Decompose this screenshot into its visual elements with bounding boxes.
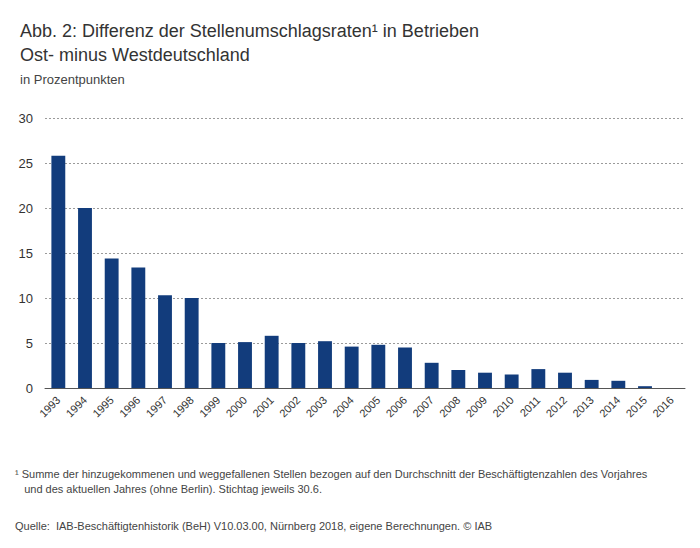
svg-text:2000: 2000 (223, 394, 249, 420)
svg-text:15: 15 (19, 246, 33, 261)
svg-text:2005: 2005 (357, 394, 383, 420)
svg-text:1996: 1996 (117, 394, 143, 420)
svg-text:1994: 1994 (63, 394, 89, 420)
svg-text:2013: 2013 (570, 394, 596, 420)
svg-text:20: 20 (19, 201, 33, 216)
svg-text:10: 10 (19, 291, 33, 306)
svg-text:2007: 2007 (410, 394, 436, 420)
svg-text:5: 5 (26, 336, 33, 351)
svg-text:2002: 2002 (277, 394, 303, 420)
svg-text:1997: 1997 (143, 394, 169, 420)
svg-text:2012: 2012 (543, 394, 569, 420)
svg-text:0: 0 (26, 381, 33, 396)
svg-text:1998: 1998 (170, 394, 196, 420)
svg-text:1995: 1995 (90, 394, 116, 420)
svg-text:2004: 2004 (330, 394, 356, 420)
svg-text:2011: 2011 (517, 394, 542, 419)
svg-text:2015: 2015 (623, 394, 649, 420)
svg-text:1993: 1993 (37, 394, 63, 420)
svg-text:und des aktuellen Jahres (ohne: und des aktuellen Jahres (ohne Berlin). … (15, 483, 322, 495)
svg-text:2003: 2003 (303, 394, 329, 420)
svg-text:1999: 1999 (197, 394, 223, 420)
svg-text:2016: 2016 (650, 394, 676, 420)
svg-text:2010: 2010 (490, 394, 516, 420)
svg-text:2001: 2001 (250, 394, 276, 420)
svg-text:Quelle: IAB-Beschäftigtenhist: Quelle: IAB-Beschäftigtenhistorik (BeH) … (15, 520, 492, 532)
svg-text:in Prozentpunkten: in Prozentpunkten (20, 72, 125, 87)
svg-text:25: 25 (19, 156, 33, 171)
svg-text:Abb. 2: Differenz der Stellenu: Abb. 2: Differenz der Stellenumschlagsra… (20, 21, 479, 41)
svg-text:2008: 2008 (437, 394, 463, 420)
svg-text:2014: 2014 (597, 394, 623, 420)
svg-text:2006: 2006 (383, 394, 409, 420)
svg-text:30: 30 (19, 111, 33, 126)
svg-text:¹ Summe der hinzugekommenen un: ¹ Summe der hinzugekommenen und weggefal… (15, 468, 648, 480)
svg-text:Ost- minus Westdeutschland: Ost- minus Westdeutschland (20, 45, 250, 65)
svg-text:2009: 2009 (463, 394, 489, 420)
